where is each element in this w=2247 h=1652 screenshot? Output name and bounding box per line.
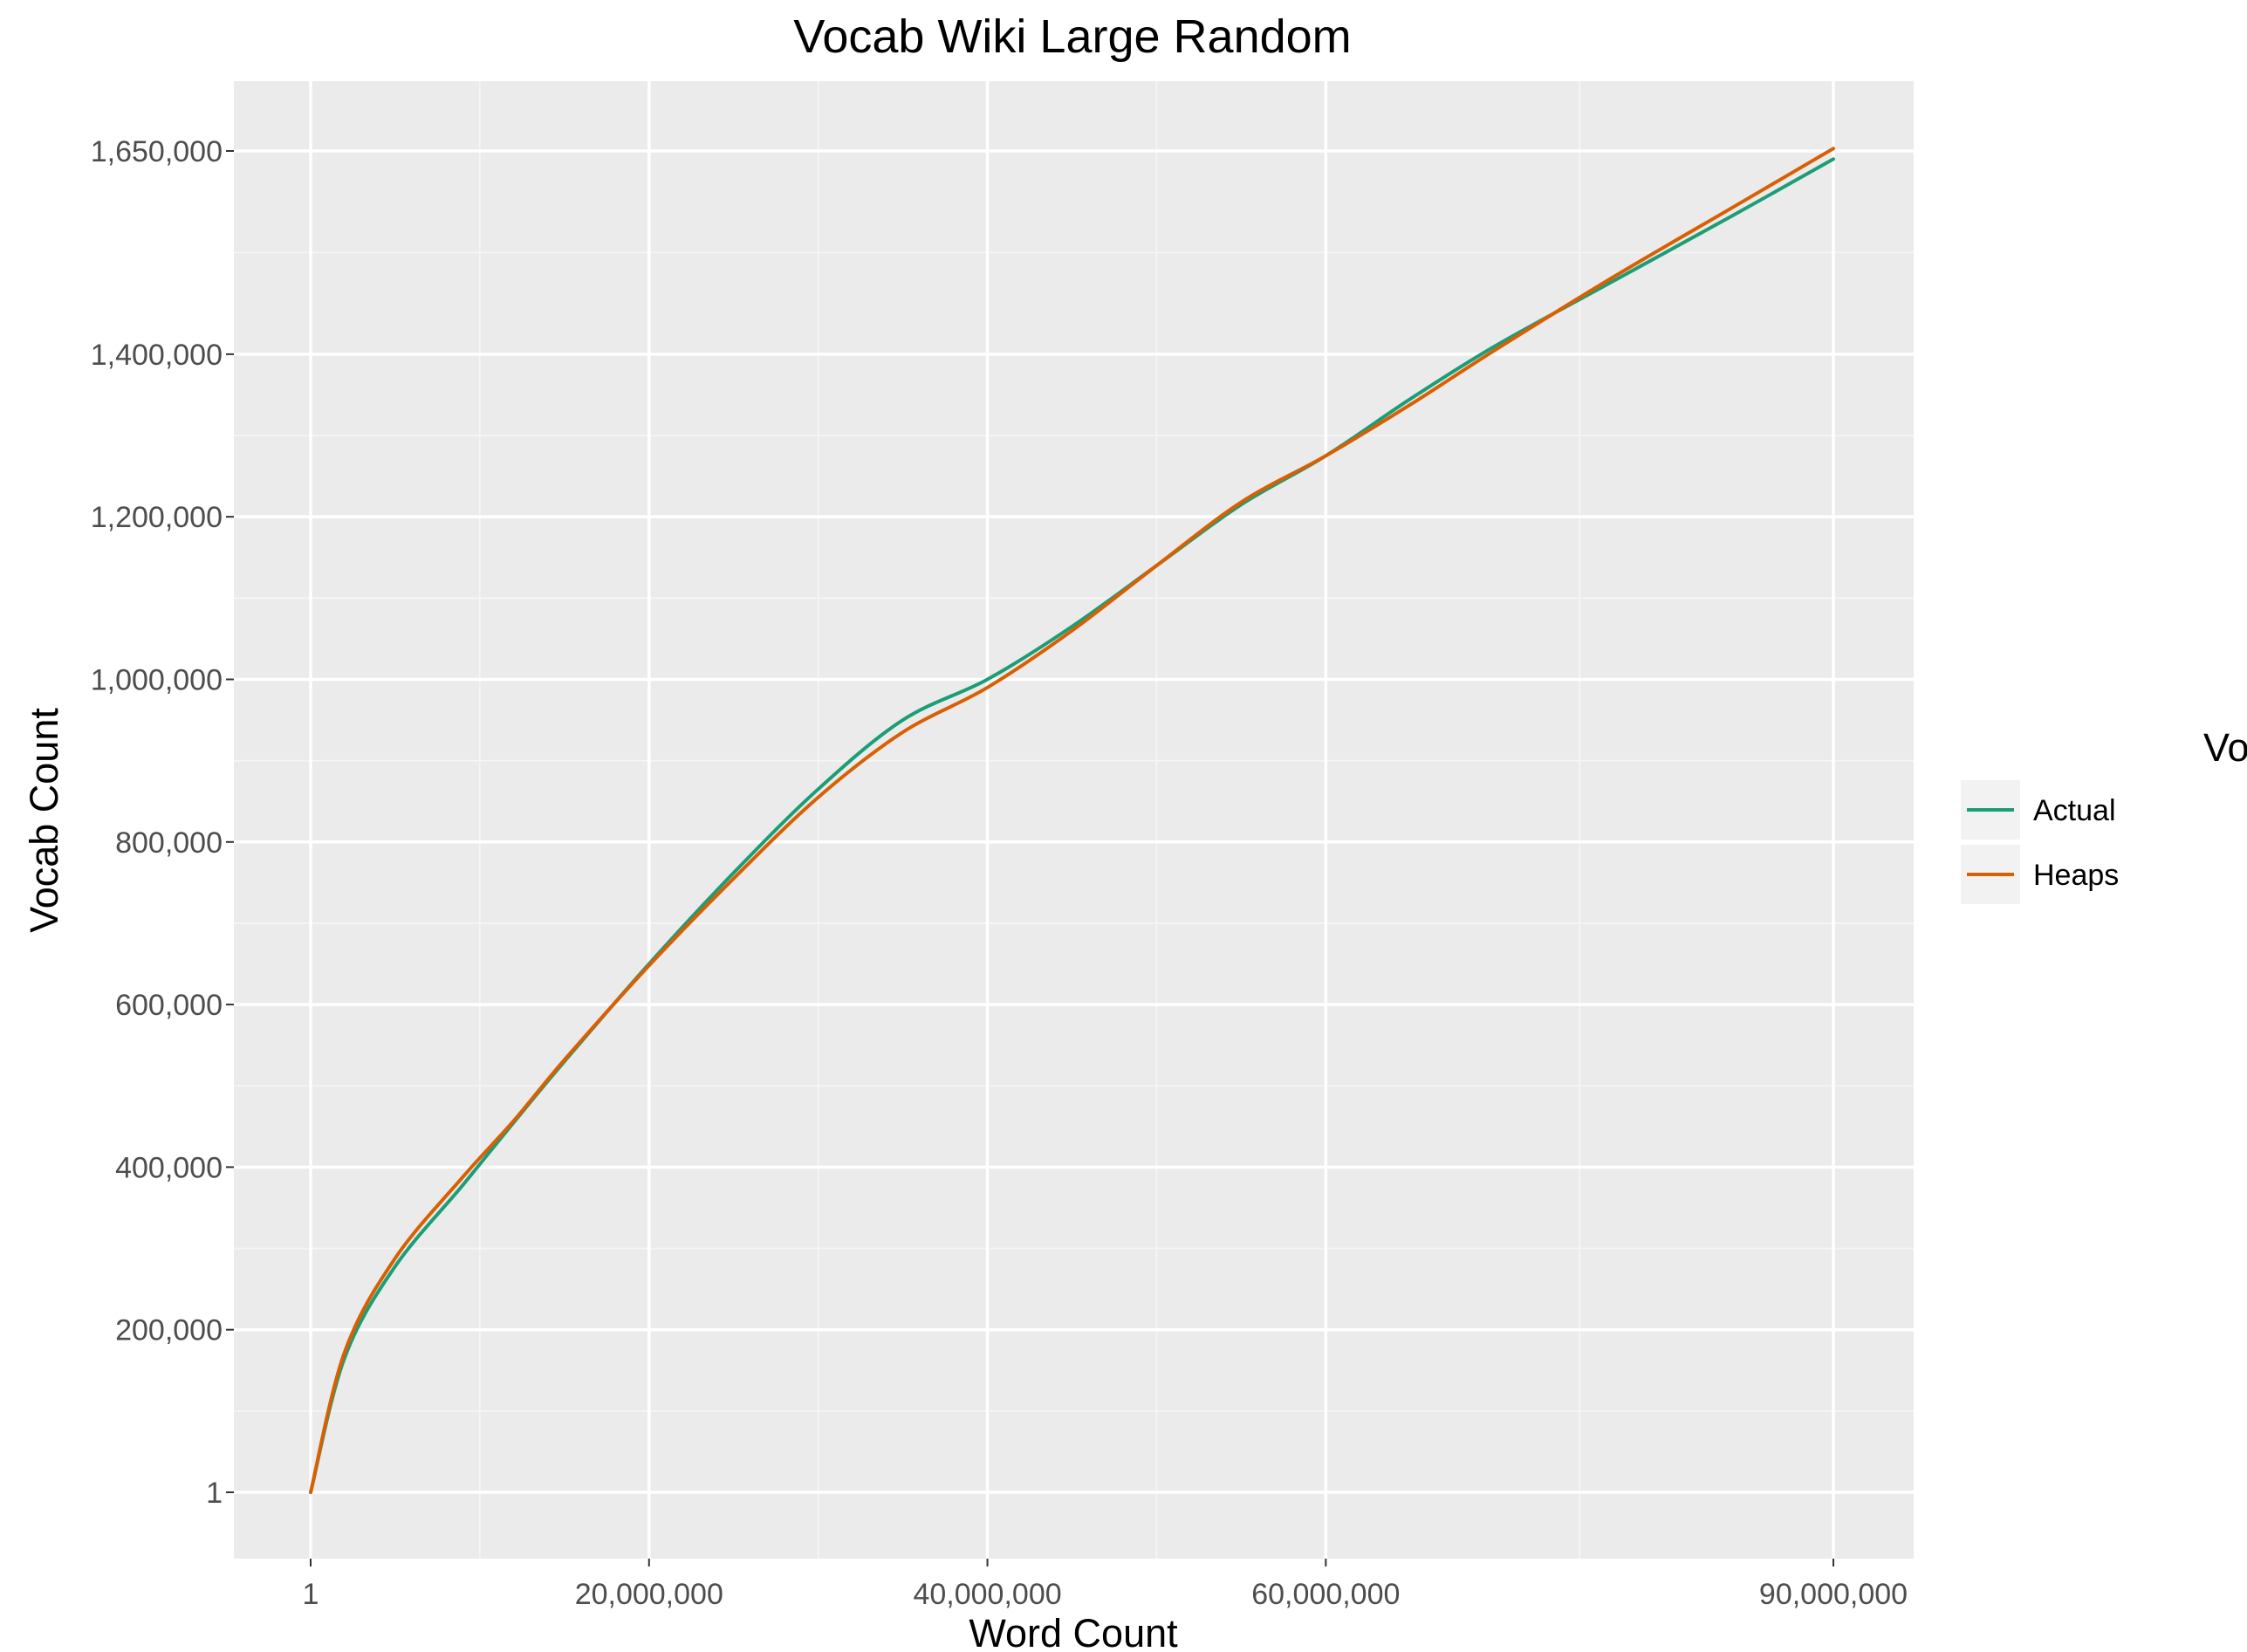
grid-minor: [234, 81, 1914, 1559]
x-tick-label: 40,000,000: [913, 1578, 1061, 1611]
legend: Vocab Growth Actual Heaps: [1961, 725, 2247, 904]
x-axis: 1 20,000,000 40,000,000 60,000,000 90,000,00…: [303, 1559, 1908, 1611]
y-tick-label: 1,000,000: [91, 663, 223, 696]
y-tick-label: 400,000: [115, 1151, 223, 1184]
x-axis-title: Word Count: [969, 1611, 1178, 1652]
series-line-actual: [309, 157, 1835, 1494]
y-tick-label: 1,400,000: [91, 339, 223, 372]
y-tick-label: 1,200,000: [91, 501, 223, 534]
y-axis: 1 200,000 400,000 600,000 800,000 1,000,000 1,…: [91, 135, 234, 1510]
y-tick-label: 1,650,000: [91, 135, 223, 168]
y-tick-label: 1: [206, 1477, 223, 1510]
y-axis-title: Vocab Count: [22, 708, 66, 933]
legend-label: Heaps: [2033, 859, 2119, 892]
legend-label: Actual: [2033, 794, 2116, 827]
x-tick-label: 20,000,000: [575, 1578, 723, 1611]
x-tick-label: 1: [303, 1578, 319, 1611]
legend-title: Vocab Growth: [2203, 725, 2247, 770]
y-tick-label: 800,000: [115, 826, 223, 860]
y-tick-label: 600,000: [115, 989, 223, 1022]
series-layer: [309, 147, 1835, 1494]
x-tick-label: 90,000,000: [1759, 1578, 1908, 1611]
grid-major: [234, 81, 1914, 1559]
legend-item-actual: Actual: [1961, 780, 2116, 840]
series-line-heaps: [309, 147, 1835, 1494]
chart-title: Vocab Wiki Large Random: [793, 10, 1351, 63]
legend-item-heaps: Heaps: [1961, 845, 2119, 904]
y-tick-label: 200,000: [115, 1314, 223, 1347]
legend-items: Actual Heaps: [1961, 780, 2119, 904]
plot-panel: [234, 81, 1914, 1559]
x-tick-label: 60,000,000: [1251, 1578, 1400, 1611]
